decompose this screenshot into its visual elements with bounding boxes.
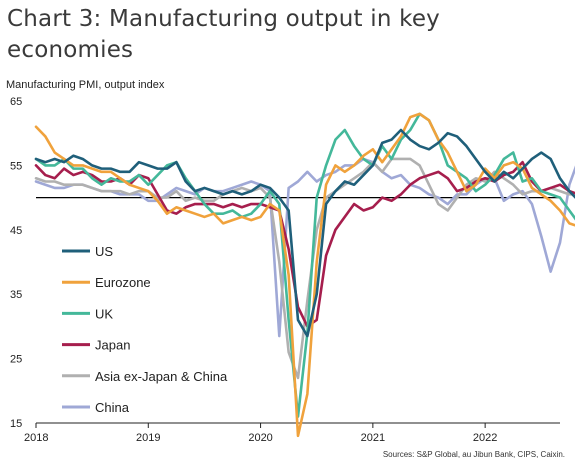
axes: 15 25 35 45 55 65 2018 2019 2020 2021 2022: [10, 96, 560, 444]
x-tick-label: 2019: [136, 432, 160, 444]
source-note: Sources: S&P Global, au Jibun Bank, CIPS…: [382, 450, 565, 459]
y-axis-label: Manufacturing PMI, output index: [6, 79, 165, 91]
legend-label: China: [95, 400, 130, 415]
y-tick-label: 15: [10, 418, 22, 430]
legend: US Eurozone UK Japan Asia ex-Japan & China Ch…: [62, 244, 228, 415]
series-lines: [34, 112, 575, 438]
y-tick-label: 65: [10, 96, 22, 108]
y-tick-label: 45: [10, 225, 22, 237]
legend-label: Eurozone: [95, 275, 151, 290]
series-line: [34, 160, 575, 328]
series-line: [34, 112, 575, 418]
legend-label: Japan: [95, 338, 130, 353]
legend-label: Asia ex-Japan & China: [95, 369, 228, 384]
y-tick-label: 55: [10, 160, 22, 172]
series-line: [34, 128, 575, 338]
chart-title: Chart 3: Manufacturing output in key eco…: [7, 6, 440, 63]
x-tick-label: 2021: [361, 432, 385, 444]
legend-label: US: [95, 244, 113, 259]
legend-label: UK: [95, 306, 113, 321]
y-tick-label: 35: [10, 289, 22, 301]
x-tick-label: 2022: [473, 432, 497, 444]
y-tick-label: 25: [10, 354, 22, 366]
x-tick-label: 2018: [24, 432, 48, 444]
x-tick-label: 2020: [248, 432, 272, 444]
series-line: [34, 112, 575, 438]
